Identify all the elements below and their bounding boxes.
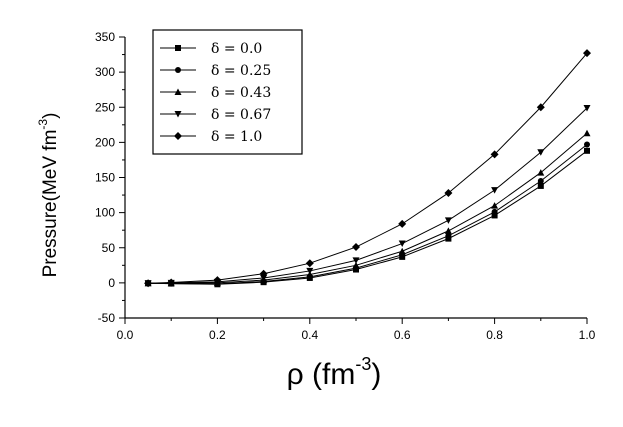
data-point-triangle-up [398, 247, 406, 255]
data-point-diamond [167, 278, 176, 287]
series-1 [145, 141, 590, 287]
legend-label: δ = 0.0 [211, 41, 262, 57]
x-tick-label: 1.0 [579, 328, 596, 342]
data-point-triangle-down [583, 104, 591, 112]
data-point-triangle-down [352, 257, 360, 264]
y-tick-label: 100 [95, 206, 115, 220]
legend-marker-diamond [174, 132, 182, 140]
data-point-triangle-up [444, 227, 452, 234]
legend-entry: δ = 0.67 [160, 107, 271, 123]
legend-entry: δ = 0.25 [160, 63, 271, 79]
legend-entry: δ = 1.0 [160, 129, 262, 145]
data-point-circle [491, 208, 498, 215]
series-4 [144, 49, 591, 288]
legend-marker-triangle-down [174, 111, 182, 118]
x-tick-label: 0.0 [117, 328, 134, 342]
y-axis-title: Pressure(MeV fm-3) [36, 113, 61, 278]
series-2 [144, 129, 591, 287]
y-tick-label: 0 [108, 276, 115, 290]
data-point-triangle-down [444, 217, 452, 224]
data-point-triangle-up [352, 261, 360, 269]
legend-marker-circle [175, 67, 181, 73]
data-point-diamond [213, 276, 222, 285]
data-point-square [584, 147, 590, 154]
data-point-diamond [536, 103, 545, 112]
series-0 [145, 147, 590, 288]
x-tick-label: 0.2 [209, 328, 226, 342]
x-tick-label: 0.8 [486, 328, 503, 342]
legend: δ = 0.0 δ = 0.25 δ = 0.43 δ = 0.67 δ = 1.0 [152, 29, 303, 155]
series-line-1 [148, 144, 588, 285]
data-point-diamond [259, 269, 268, 278]
data-point-diamond [144, 279, 153, 288]
data-point-triangle-down [537, 149, 545, 156]
data-point-square [537, 182, 544, 189]
data-point-triangle-up [537, 169, 545, 176]
legend-label: δ = 0.25 [211, 63, 271, 79]
legend-entry: δ = 0.0 [160, 41, 262, 57]
data-point-triangle-down [491, 187, 499, 194]
data-point-diamond [305, 259, 314, 268]
data-point-diamond [490, 150, 499, 159]
x-tick-label: 0.6 [394, 328, 411, 342]
series-line-0 [148, 150, 588, 285]
y-tick-label: 200 [95, 135, 115, 149]
x-tick-label: 0.4 [301, 328, 318, 342]
data-point-triangle-down [306, 267, 314, 275]
legend-marker-triangle-up [174, 88, 182, 95]
data-point-square [491, 212, 498, 219]
axes: 0.0 0.2 0.4 0.6 0.8 1.0 -50 0 50 100 150 200 250 300 3… [95, 30, 596, 342]
legend-marker-square [175, 45, 181, 51]
legend-label: δ = 0.67 [211, 107, 271, 123]
y-tick-label: 350 [95, 30, 115, 44]
data-point-circle [584, 141, 590, 148]
data-point-circle [537, 178, 544, 185]
data-point-diamond [583, 49, 591, 58]
data-point-diamond [398, 219, 407, 228]
legend-label: δ = 0.43 [211, 85, 271, 101]
data-point-triangle-down [260, 274, 268, 282]
data-point-triangle-down [398, 240, 406, 248]
data-point-circle [445, 232, 452, 239]
y-tick-label: 300 [95, 65, 115, 79]
data-point-triangle-up [491, 202, 499, 209]
data-point-diamond [444, 188, 453, 197]
x-axis-title: ρ (fm-3) [287, 354, 382, 391]
y-axis-title-close: ) [40, 113, 61, 119]
legend-entry: δ = 0.43 [160, 85, 271, 101]
series-layer [144, 49, 591, 288]
y-tick-label: 250 [95, 100, 115, 114]
data-point-diamond [352, 243, 360, 252]
x-axis-title-close: ) [371, 358, 381, 391]
y-tick-label: 50 [102, 241, 116, 255]
data-point-triangle-up [583, 129, 591, 137]
y-tick-label: -50 [98, 311, 116, 325]
y-tick-label: 150 [95, 171, 115, 185]
series-line-2 [148, 132, 588, 284]
x-axis-title-exponent: -3 [355, 354, 371, 374]
y-axis-title-exponent: -3 [36, 119, 50, 130]
legend-label: δ = 1.0 [211, 129, 262, 145]
